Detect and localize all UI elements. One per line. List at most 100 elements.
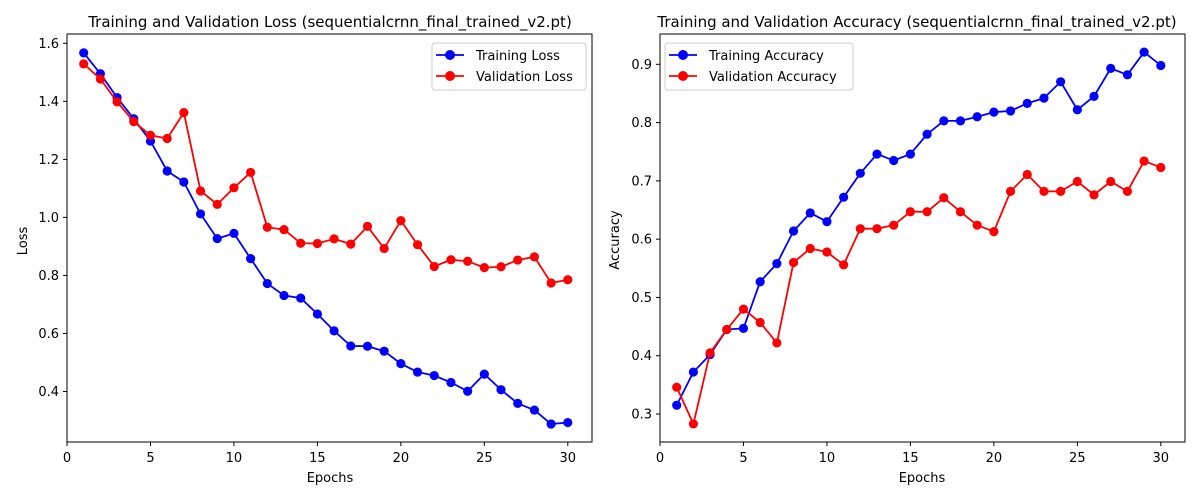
training-accuracy-point bbox=[972, 112, 982, 122]
legend-training-loss-marker bbox=[445, 50, 455, 60]
loss-x-tick-label: 5 bbox=[146, 451, 154, 466]
training-accuracy-point bbox=[855, 168, 865, 178]
accuracy-x-tick-label: 15 bbox=[902, 451, 919, 466]
training-accuracy-point bbox=[1022, 98, 1032, 108]
loss-legend-box bbox=[431, 42, 587, 91]
validation-loss-point bbox=[195, 186, 206, 196]
validation-loss-point bbox=[79, 59, 89, 69]
validation-loss-point bbox=[362, 221, 373, 231]
legend-validation-loss-marker bbox=[445, 71, 455, 81]
training-loss-point bbox=[279, 290, 289, 301]
training-accuracy-point bbox=[1122, 70, 1133, 80]
validation-accuracy-point bbox=[1089, 190, 1099, 200]
validation-loss-point bbox=[429, 261, 439, 272]
loss-axes-frame bbox=[66, 33, 593, 443]
loss-y-tick-label: 1.4 bbox=[38, 95, 59, 110]
training-accuracy-point bbox=[1089, 91, 1099, 101]
loss-x-tick-label: 10 bbox=[226, 451, 243, 466]
validation-accuracy-point bbox=[1106, 176, 1116, 187]
legend-validation-loss-label: Validation Loss bbox=[476, 70, 573, 85]
training-accuracy-point bbox=[889, 155, 899, 166]
training-loss-point bbox=[496, 385, 506, 395]
validation-loss-point bbox=[463, 256, 473, 266]
validation-accuracy-point bbox=[755, 317, 765, 328]
accuracy-x-tick-label: 20 bbox=[986, 451, 1003, 466]
training-accuracy-point bbox=[755, 277, 765, 287]
accuracy-y-tick-label: 0.7 bbox=[631, 174, 652, 189]
validation-loss-point bbox=[95, 74, 105, 84]
training-accuracy-point bbox=[672, 400, 682, 410]
validation-accuracy-point bbox=[1122, 186, 1133, 196]
training-accuracy-point bbox=[839, 192, 849, 202]
accuracy-chart-title: Training and Validation Accuracy (sequen… bbox=[656, 13, 1176, 32]
training-accuracy-point bbox=[805, 208, 815, 218]
loss-y-tick-label: 0.4 bbox=[38, 385, 59, 400]
loss-y-tick-label: 0.6 bbox=[38, 327, 59, 342]
training-accuracy-point bbox=[688, 367, 698, 377]
training-loss-point bbox=[379, 346, 389, 356]
training-accuracy-point bbox=[738, 323, 749, 333]
accuracy-plot-area: 0 5 10 15 20 25 30 0.3 0.4 0.5 0.6 0.7 0.8 0.9 bbox=[631, 33, 1186, 466]
loss-y-axis-label: Loss bbox=[16, 227, 31, 256]
loss-y-tick-label: 1.6 bbox=[38, 37, 59, 52]
training-loss-point bbox=[529, 405, 540, 415]
training-accuracy-point bbox=[1139, 47, 1149, 57]
validation-loss-point bbox=[412, 240, 423, 250]
training-loss-point bbox=[212, 233, 222, 244]
training-loss-point bbox=[229, 228, 239, 238]
accuracy-y-axis-label: Accuracy bbox=[608, 210, 623, 270]
validation-loss-point bbox=[563, 275, 573, 285]
validation-accuracy-point bbox=[855, 224, 865, 234]
training-loss-point bbox=[546, 419, 556, 429]
validation-loss-point bbox=[246, 167, 256, 178]
validation-loss-point bbox=[379, 243, 389, 254]
validation-accuracy-point bbox=[972, 220, 982, 230]
validation-loss-point bbox=[279, 224, 289, 235]
training-loss-point bbox=[79, 48, 89, 58]
validation-accuracy-point bbox=[1005, 186, 1016, 196]
validation-loss-point bbox=[145, 130, 156, 140]
validation-loss-point bbox=[546, 278, 556, 288]
training-loss-point bbox=[346, 341, 356, 351]
validation-loss-point bbox=[112, 97, 122, 107]
validation-accuracy-point bbox=[1156, 162, 1166, 173]
legend-validation-accuracy-marker bbox=[678, 71, 688, 81]
validation-accuracy-point bbox=[839, 260, 849, 270]
loss-y-tick-label: 0.8 bbox=[38, 269, 59, 284]
loss-y-tick-label: 1.2 bbox=[38, 153, 59, 168]
training-loss-point bbox=[429, 370, 439, 381]
validation-accuracy-point bbox=[1139, 156, 1149, 166]
loss-x-tick-label: 20 bbox=[393, 451, 410, 466]
accuracy-axes-frame bbox=[659, 33, 1186, 443]
validation-loss-point bbox=[296, 238, 306, 248]
accuracy-x-tick-label: 5 bbox=[739, 451, 747, 466]
loss-x-axis-label: Epochs bbox=[307, 471, 354, 486]
training-loss-point bbox=[513, 398, 523, 409]
training-loss-point bbox=[362, 341, 373, 351]
training-accuracy-point bbox=[872, 149, 882, 159]
validation-accuracy-point bbox=[1039, 186, 1049, 196]
training-accuracy-point bbox=[1072, 105, 1082, 115]
accuracy-y-tick-label: 0.5 bbox=[631, 291, 652, 306]
validation-loss-point bbox=[396, 215, 406, 226]
validation-loss-point bbox=[479, 262, 489, 273]
validation-accuracy-point bbox=[872, 224, 882, 234]
validation-accuracy-point bbox=[705, 348, 715, 358]
training-accuracy-point bbox=[1005, 106, 1016, 116]
training-loss-point bbox=[412, 367, 423, 377]
accuracy-legend-box bbox=[664, 42, 854, 91]
accuracy-x-tick-label: 25 bbox=[1069, 451, 1086, 466]
accuracy-y-tick-label: 0.8 bbox=[631, 116, 652, 131]
validation-loss-point bbox=[529, 252, 540, 262]
legend-training-loss-label: Training Loss bbox=[475, 49, 560, 64]
validation-accuracy-point bbox=[822, 247, 832, 257]
accuracy-x-tick-label: 0 bbox=[656, 451, 664, 466]
loss-x-tick-label: 0 bbox=[63, 451, 71, 466]
loss-chart-title: Training and Validation Loss (sequential… bbox=[87, 13, 572, 32]
training-loss-point bbox=[195, 209, 206, 219]
loss-x-tick-label: 25 bbox=[476, 451, 493, 466]
training-loss-point bbox=[329, 326, 339, 336]
loss-legend: Training Loss Validation Loss bbox=[431, 42, 587, 91]
